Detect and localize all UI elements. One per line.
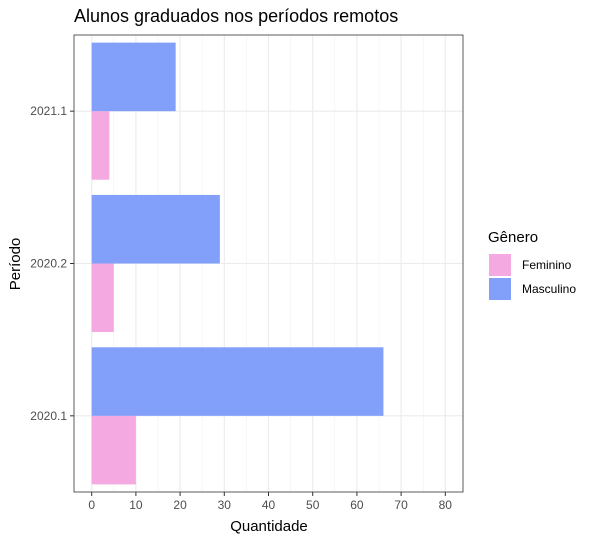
legend-title: Gênero [488,229,538,246]
bar-masculino-2021-1 [91,42,176,112]
x-axis-title: Quantidade [230,518,308,535]
legend: Gênero Feminino Masculino [488,229,576,301]
bar-feminino-2021-1 [91,111,110,180]
bar-masculino-2020-1 [91,347,384,416]
x-tick-label: 70 [394,498,408,512]
x-tick-label: 80 [439,498,453,512]
x-tick-label: 60 [350,498,364,512]
y-tick-label: 2021.1 [30,104,67,118]
legend-swatch-masculino [489,278,511,300]
bar-masculino-2020-2 [91,194,220,264]
x-axis: 0 10 20 30 40 50 60 70 80 [88,492,452,512]
chart-title: Alunos graduados nos períodos remotos [74,6,398,26]
legend-label-masculino: Masculino [522,282,576,296]
y-axis: 2020.1 2020.2 2021.1 [30,104,74,423]
x-tick-label: 20 [173,498,187,512]
bar-feminino-2020-1 [91,415,136,485]
y-tick-label: 2020.1 [30,409,67,423]
plot-panel [74,35,463,492]
x-tick-label: 30 [218,498,232,512]
legend-label-feminino: Feminino [522,258,572,272]
x-tick-label: 50 [306,498,320,512]
bar-feminino-2020-2 [91,263,114,333]
y-axis-title: Período [7,238,24,291]
legend-swatch-feminino [489,254,511,276]
y-tick-label: 2020.2 [30,257,67,271]
x-tick-label: 10 [129,498,143,512]
x-tick-label: 40 [262,498,276,512]
x-tick-label: 0 [88,498,95,512]
